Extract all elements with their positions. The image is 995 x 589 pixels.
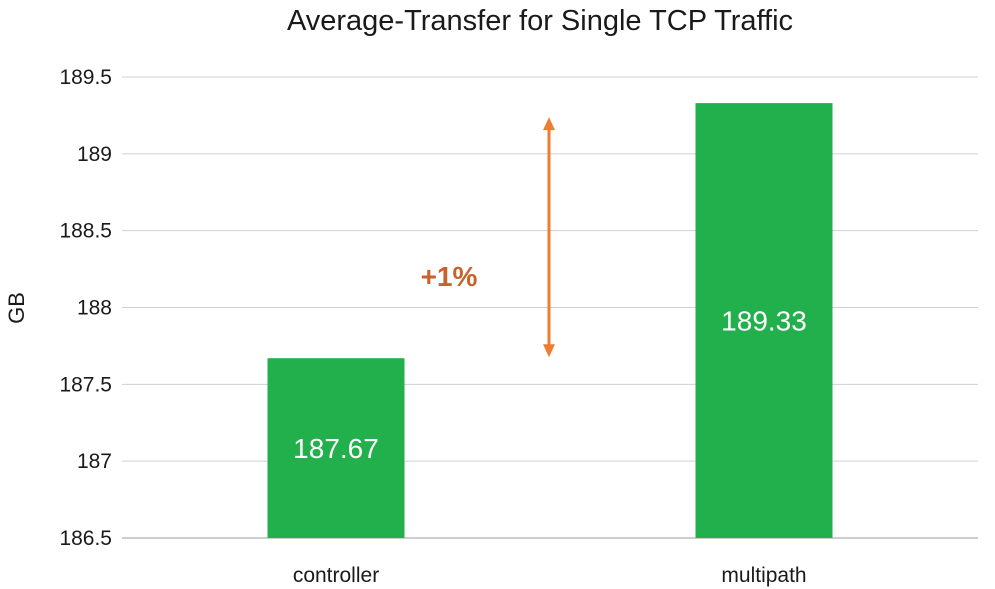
data-label: 189.33 — [721, 306, 807, 337]
y-tick-label: 189 — [77, 143, 112, 166]
annotation: +1% — [421, 117, 555, 358]
arrow-head-top — [543, 117, 555, 131]
arrow-head-bottom — [543, 344, 555, 358]
bar-multipath — [695, 103, 833, 538]
bar-controller — [267, 358, 405, 538]
y-tick-label: 187.5 — [59, 373, 112, 396]
bars: 187.67 189.33 — [267, 103, 833, 538]
y-tick-label: 188 — [77, 297, 112, 320]
category-label: multipath — [721, 564, 806, 587]
chart-title: Average-Transfer for Single TCP Traffic — [287, 5, 793, 37]
category-labels: controller multipath — [293, 564, 807, 587]
y-axis-label: GB — [4, 292, 29, 324]
y-tick-label: 186.5 — [59, 527, 112, 550]
y-tick-label: 187 — [77, 450, 112, 473]
y-tick-label: 189.5 — [59, 66, 112, 89]
y-tick-label: 188.5 — [59, 220, 112, 243]
difference-annotation: +1% — [421, 261, 478, 292]
data-label: 187.67 — [293, 433, 379, 464]
y-tick-labels: 186.5 187 187.5 188 188.5 189 189.5 — [59, 66, 112, 550]
category-label: controller — [293, 564, 379, 587]
